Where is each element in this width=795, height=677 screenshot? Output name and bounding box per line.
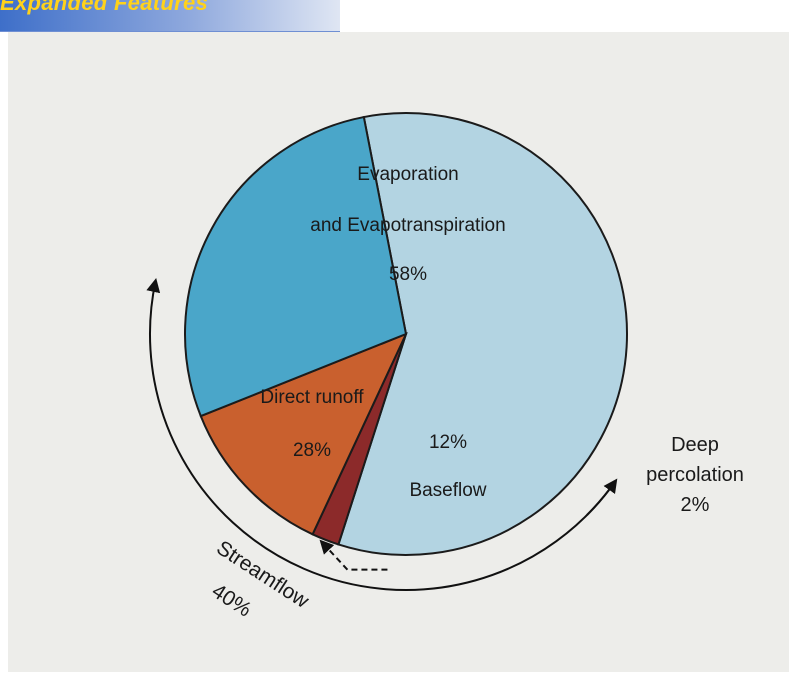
slice-label-deep-percolation-2: percolation [646, 464, 744, 486]
pie-slice-evaporation-and-evapotranspiration [337, 112, 628, 556]
deep-percolation-leader-arrow [319, 539, 388, 571]
slice-label-deep-percolation-1: Deep [671, 434, 719, 456]
slice-label-baseflow-2: Baseflow [409, 480, 486, 501]
slice-label-evaporation-and-evapotranspiration-2: and Evapotranspiration [310, 215, 505, 236]
slice-label-evaporation-and-evapotranspiration-1: Evaporation [357, 164, 458, 185]
chart-panel: Evaporation and Evapotranspiration 58% Deep… [8, 32, 789, 672]
slice-label-evaporation-and-evapotranspiration-3: 58% [389, 264, 427, 285]
pie-slice-direct-runoff [184, 115, 408, 418]
header-banner: Expanded Features [0, 0, 340, 32]
slice-label-baseflow-1: 12% [429, 432, 467, 453]
slice-label-direct-runoff-1: Direct runoff [260, 387, 364, 408]
pie-chart: Evaporation and Evapotranspiration 58% Deep… [146, 112, 744, 622]
slice-label-direct-runoff-2: 28% [293, 440, 331, 461]
streamflow-arc-arrow-up [146, 278, 617, 591]
header-title: Expanded Features [0, 0, 209, 15]
streamflow-arc-arrow-right [586, 478, 618, 516]
slice-label-deep-percolation-3: 2% [681, 494, 710, 516]
pie-slice-baseflow [199, 332, 408, 536]
streamflow-percent-label: 40% [208, 579, 256, 621]
